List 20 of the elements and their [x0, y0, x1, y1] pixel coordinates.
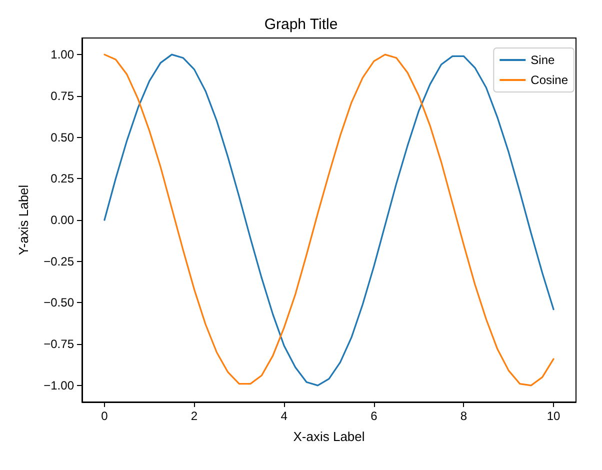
x-tick-label: 4	[280, 409, 288, 423]
y-tick-label: −1.00	[44, 378, 74, 392]
y-tick-label: 0.50	[50, 130, 74, 144]
x-tick-label: 0	[101, 409, 108, 423]
y-tick-label: 0.00	[50, 213, 74, 227]
x-tick-label: 10	[546, 409, 561, 423]
y-tick-label: −0.25	[44, 254, 74, 268]
legend-label: Sine	[530, 53, 555, 67]
chart-title: Graph Title	[264, 16, 338, 33]
y-axis-title: Y-axis Label	[16, 184, 31, 256]
y-tick-label: 0.75	[50, 88, 74, 103]
y-tick-label: 1.00	[50, 48, 74, 62]
x-tick-label: 8	[460, 409, 468, 423]
x-axis-title: X-axis Label	[293, 429, 365, 444]
x-tick-label: 6	[370, 409, 378, 423]
y-tick-label: −0.75	[44, 337, 74, 352]
y-tick-label: −0.50	[44, 296, 74, 310]
y-tick-label: 0.25	[50, 172, 74, 186]
legend-label: Cosine	[530, 73, 568, 87]
x-tick-label: 2	[190, 409, 198, 423]
